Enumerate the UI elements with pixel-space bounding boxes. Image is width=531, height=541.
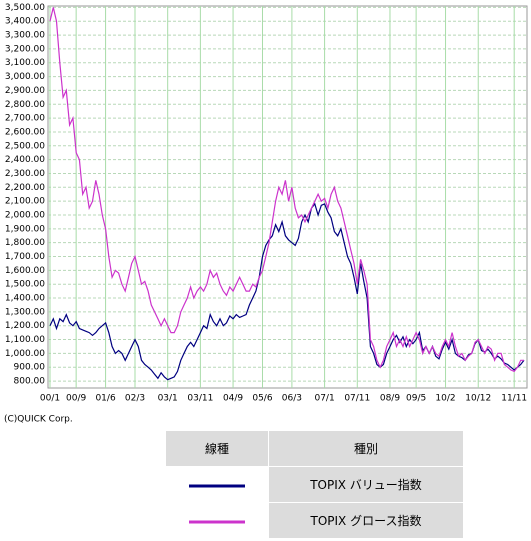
x-tick-label: 07/11	[344, 394, 370, 404]
y-tick-label: 1,500.00	[5, 280, 45, 290]
y-tick-label: 3,400.00	[5, 17, 45, 27]
x-tick-label: 06/3	[282, 394, 302, 404]
y-tick-label: 900.00	[14, 363, 46, 373]
x-tick-label: 00/1	[40, 394, 60, 404]
legend-header: 線種	[165, 430, 269, 467]
x-tick-label: 00/9	[66, 394, 86, 404]
legend-label: TOPIX グロース指数	[268, 502, 464, 539]
x-tick-label: 03/11	[187, 394, 213, 404]
y-tick-label: 1,400.00	[5, 294, 45, 304]
y-tick-label: 3,500.00	[5, 3, 45, 13]
y-tick-label: 3,200.00	[5, 44, 45, 54]
y-tick-label: 2,900.00	[5, 86, 45, 96]
y-tick-label: 3,300.00	[5, 31, 45, 41]
y-tick-label: 2,400.00	[5, 155, 45, 165]
y-tick-label: 1,900.00	[5, 224, 45, 234]
y-tick-label: 2,800.00	[5, 100, 45, 110]
y-tick-label: 1,100.00	[5, 335, 45, 345]
y-tick-label: 1,600.00	[5, 266, 45, 276]
y-tick-label: 2,000.00	[5, 210, 45, 220]
credit: (C)QUICK Corp.	[4, 415, 73, 425]
x-tick-label: 10/12	[465, 394, 491, 404]
y-tick-label: 800.00	[14, 377, 46, 387]
legend-swatch-cell	[165, 502, 269, 539]
legend: 線種 種別 TOPIX バリュー指数 TOPIX グロース指数	[165, 430, 464, 539]
legend-label: TOPIX バリュー指数	[268, 466, 464, 503]
y-tick-label: 2,100.00	[5, 197, 45, 207]
x-tick-label: 10/2	[435, 394, 455, 404]
y-tick-label: 2,500.00	[5, 141, 45, 151]
series-line	[49, 7, 524, 373]
chart: (C)QUICK Corp. 800.00 900.00 1,000.00 1,100…	[4, 3, 528, 425]
y-tick-label: 1,800.00	[5, 238, 45, 248]
y-tick-label: 1,300.00	[5, 307, 45, 317]
series-line	[49, 202, 525, 381]
legend-swatch-cell	[165, 466, 269, 503]
y-tick-label: 1,000.00	[5, 349, 45, 359]
x-tick-label: 07/1	[314, 394, 334, 404]
x-tick-label: 01/6	[95, 394, 115, 404]
y-tick-label: 2,200.00	[5, 183, 45, 193]
y-tick-label: 2,700.00	[5, 114, 45, 124]
x-tick-label: 03/1	[158, 394, 178, 404]
legend-swatch	[189, 520, 245, 523]
x-tick-label: 08/9	[380, 394, 400, 404]
x-tick-label: 09/5	[406, 394, 426, 404]
y-tick-label: 2,300.00	[5, 169, 45, 179]
y-tick-label: 1,200.00	[5, 321, 45, 331]
y-tick-label: 2,600.00	[5, 127, 45, 137]
x-tick-label: 04/9	[223, 394, 243, 404]
x-tick-label: 05/6	[252, 394, 272, 404]
x-tick-label: 02/3	[125, 394, 145, 404]
y-tick-label: 3,000.00	[5, 72, 45, 82]
y-tick-label: 1,700.00	[5, 252, 45, 262]
legend-swatch	[189, 484, 245, 487]
legend-header: 種別	[268, 430, 464, 467]
y-tick-label: 3,100.00	[5, 58, 45, 68]
x-tick-label: 11/11	[501, 394, 527, 404]
